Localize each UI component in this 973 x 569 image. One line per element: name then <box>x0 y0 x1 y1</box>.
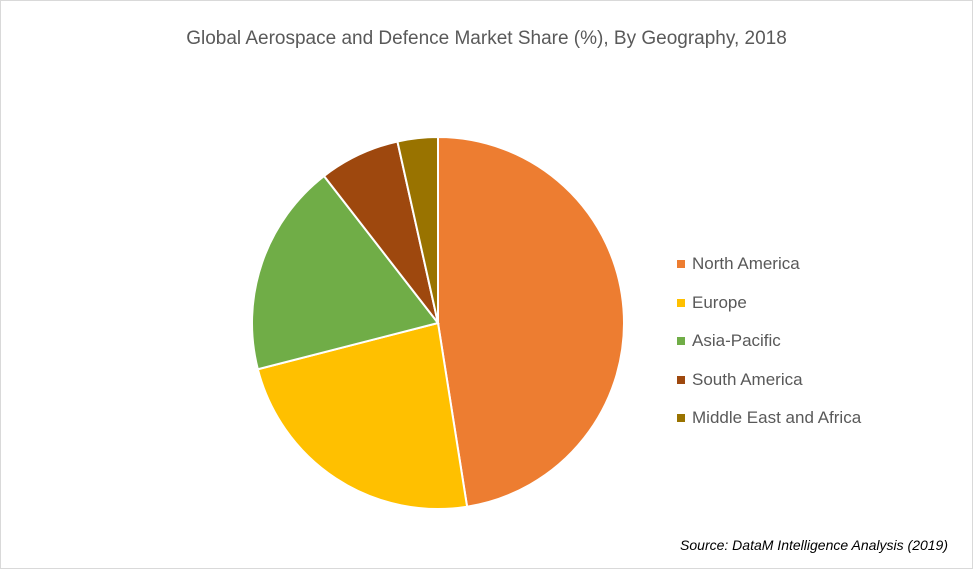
source-note: Source: DataM Intelligence Analysis (201… <box>680 537 948 553</box>
legend-label: South America <box>692 369 803 389</box>
legend-item: Asia-Pacific <box>677 322 861 361</box>
pie-slice-middle-east-and-africa <box>396 135 439 324</box>
pie-slice-asia-pacific <box>251 174 440 371</box>
legend-item: Middle East and Africa <box>677 399 861 438</box>
legend-item: Europe <box>677 284 861 323</box>
legend-swatch <box>677 260 685 269</box>
legend-item: South America <box>677 361 861 400</box>
legend-swatch <box>677 298 685 307</box>
legend-swatch <box>677 337 685 346</box>
legend-label: Middle East and Africa <box>692 408 862 428</box>
legend-item: North America <box>677 245 861 284</box>
legend-label: North America <box>692 254 800 274</box>
legend-label: Europe <box>692 292 747 312</box>
pie-slice-europe <box>256 321 469 510</box>
legend-label: Asia-Pacific <box>692 331 781 351</box>
chart-title: Global Aerospace and Defence Market Shar… <box>186 28 787 49</box>
legend-swatch <box>677 375 685 384</box>
chart-legend: North America Europe Asia-Pacific South Ame… <box>677 245 861 438</box>
pie-slice-north-america <box>437 135 625 508</box>
pie-slices <box>251 135 625 510</box>
legend-swatch <box>677 414 685 423</box>
